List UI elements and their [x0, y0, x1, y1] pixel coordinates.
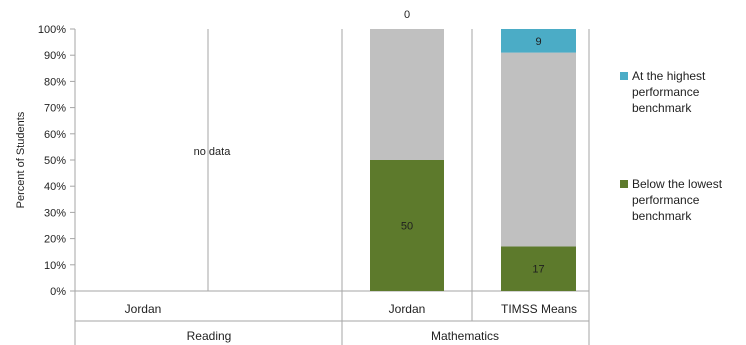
y-tick-label: 60%	[44, 129, 66, 141]
data-label-highest: 0	[404, 9, 410, 21]
legend-label: At the highest	[632, 69, 706, 83]
legend-label: Below the lowest	[632, 177, 723, 191]
y-tick-label: 0%	[50, 286, 66, 298]
y-tick-label: 100%	[38, 24, 66, 36]
y-tick-label: 10%	[44, 260, 66, 272]
category-label: TIMSS Means	[501, 302, 577, 316]
y-tick-label: 50%	[44, 155, 66, 167]
bar-segment	[370, 29, 444, 160]
y-tick-label: 40%	[44, 181, 66, 193]
y-tick-label: 90%	[44, 50, 66, 62]
group-label: Mathematics	[431, 329, 499, 343]
y-axis-label: Percent of Students	[15, 111, 27, 208]
data-label-below-lowest: 17	[532, 264, 544, 276]
legend-label: benchmark	[632, 101, 692, 115]
legend: At the highest performance benchmark Below …	[620, 69, 723, 223]
legend-label: benchmark	[632, 209, 692, 223]
data-label-highest: 9	[535, 36, 541, 48]
data-label-below-lowest: 50	[401, 221, 413, 233]
bars	[370, 29, 576, 291]
legend-label: performance	[632, 193, 700, 207]
no-data-annotation: no data	[194, 146, 232, 158]
legend-swatch	[620, 72, 628, 80]
bar-segment	[501, 29, 576, 53]
bar-segment	[370, 160, 444, 291]
y-tick-label: 20%	[44, 234, 66, 246]
y-tick-label: 70%	[44, 103, 66, 115]
axes: 0% 10% 20% 30% 40% 50% 60% 70% 80% 90% 100% Jordan J…	[38, 24, 590, 345]
category-label: Jordan	[125, 302, 162, 316]
data-labels: 50 17 0 9	[401, 9, 545, 276]
bar-segment	[501, 52, 576, 247]
category-label: Jordan	[389, 302, 426, 316]
y-tick-label: 80%	[44, 76, 66, 88]
group-label: Reading	[187, 329, 232, 343]
y-tick-label: 30%	[44, 207, 66, 219]
legend-swatch	[620, 180, 628, 188]
bar-segment	[501, 246, 576, 291]
legend-label: performance	[632, 85, 700, 99]
